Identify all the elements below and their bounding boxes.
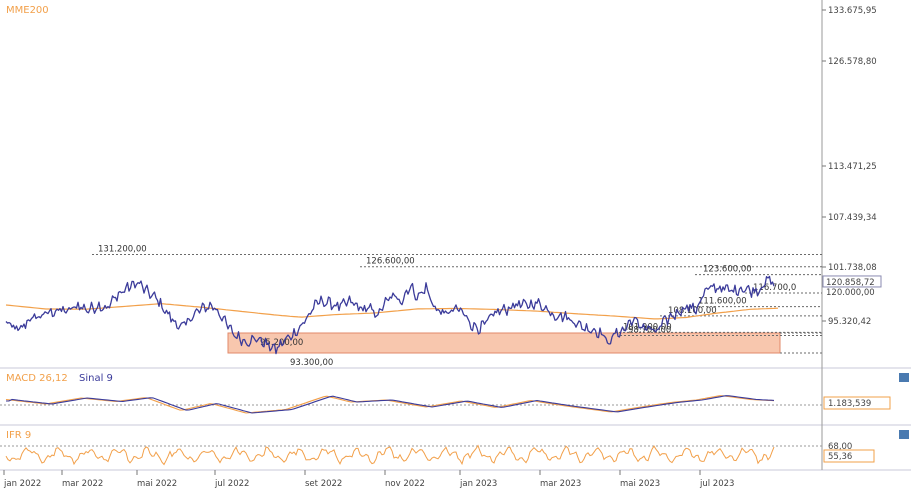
y-tick-label: 113.471,25 bbox=[828, 162, 877, 172]
y-tick-label: 133.675,95 bbox=[828, 6, 877, 16]
level-label: 116.700,0 bbox=[753, 283, 796, 293]
level-label: 111.600,00 bbox=[698, 297, 747, 307]
x-tick-label: mai 2023 bbox=[620, 479, 660, 489]
x-tick-label: jul 2022 bbox=[214, 479, 249, 489]
x-tick-label: mar 2023 bbox=[540, 479, 581, 489]
ifr-value-label: 55,36 bbox=[828, 452, 852, 462]
ifr-level-label: 68,00 bbox=[828, 442, 852, 452]
ifr-settings-icon[interactable] bbox=[899, 430, 909, 439]
x-tick-label: mar 2022 bbox=[62, 479, 103, 489]
legend-signal: Sinal 9 bbox=[79, 373, 113, 384]
last-price-sub-label: 120.000,00 bbox=[826, 288, 875, 298]
macd-signal-line bbox=[6, 395, 775, 414]
level-label: 126.600,00 bbox=[366, 257, 415, 267]
level-label: 108.100,00 bbox=[668, 306, 717, 316]
support-zone bbox=[227, 332, 781, 354]
ifr-line bbox=[5, 444, 775, 466]
x-tick-label: nov 2022 bbox=[385, 479, 425, 489]
zone-bottom-label: 93.300,00 bbox=[290, 358, 333, 368]
last-price-label: 120.858,72 bbox=[826, 278, 875, 288]
legend-mme200: MME200 bbox=[6, 5, 49, 16]
macd-value-label: 1.183,539 bbox=[828, 399, 871, 409]
x-tick-label: jan 2023 bbox=[459, 479, 497, 489]
x-tick-label: mai 2022 bbox=[137, 479, 177, 489]
last-price-box bbox=[822, 275, 882, 288]
level-label: 123.600,00 bbox=[703, 265, 752, 275]
level-label: 98.700,00 bbox=[628, 326, 671, 336]
macd-line bbox=[5, 395, 775, 414]
y-tick-label: 101.738,08 bbox=[828, 263, 877, 273]
x-tick-label: set 2022 bbox=[305, 479, 342, 489]
legend-macd: MACD 26,12 bbox=[6, 373, 68, 384]
y-tick-label: 95.320,42 bbox=[828, 317, 871, 327]
level-label: 131.200,00 bbox=[98, 244, 147, 254]
legend-ifr: IFR 9 bbox=[6, 430, 31, 441]
macd-settings-icon[interactable] bbox=[899, 373, 909, 382]
ifr-value-box bbox=[823, 449, 875, 463]
macd-value-box bbox=[823, 396, 891, 410]
y-tick-label: 107.439,34 bbox=[828, 213, 877, 223]
price-line bbox=[5, 275, 775, 355]
x-tick-label: jan 2022 bbox=[3, 479, 41, 489]
y-tick-label: 126.578,80 bbox=[828, 57, 877, 67]
x-tick-label: jul 2023 bbox=[699, 479, 734, 489]
mme200-line bbox=[5, 303, 779, 320]
